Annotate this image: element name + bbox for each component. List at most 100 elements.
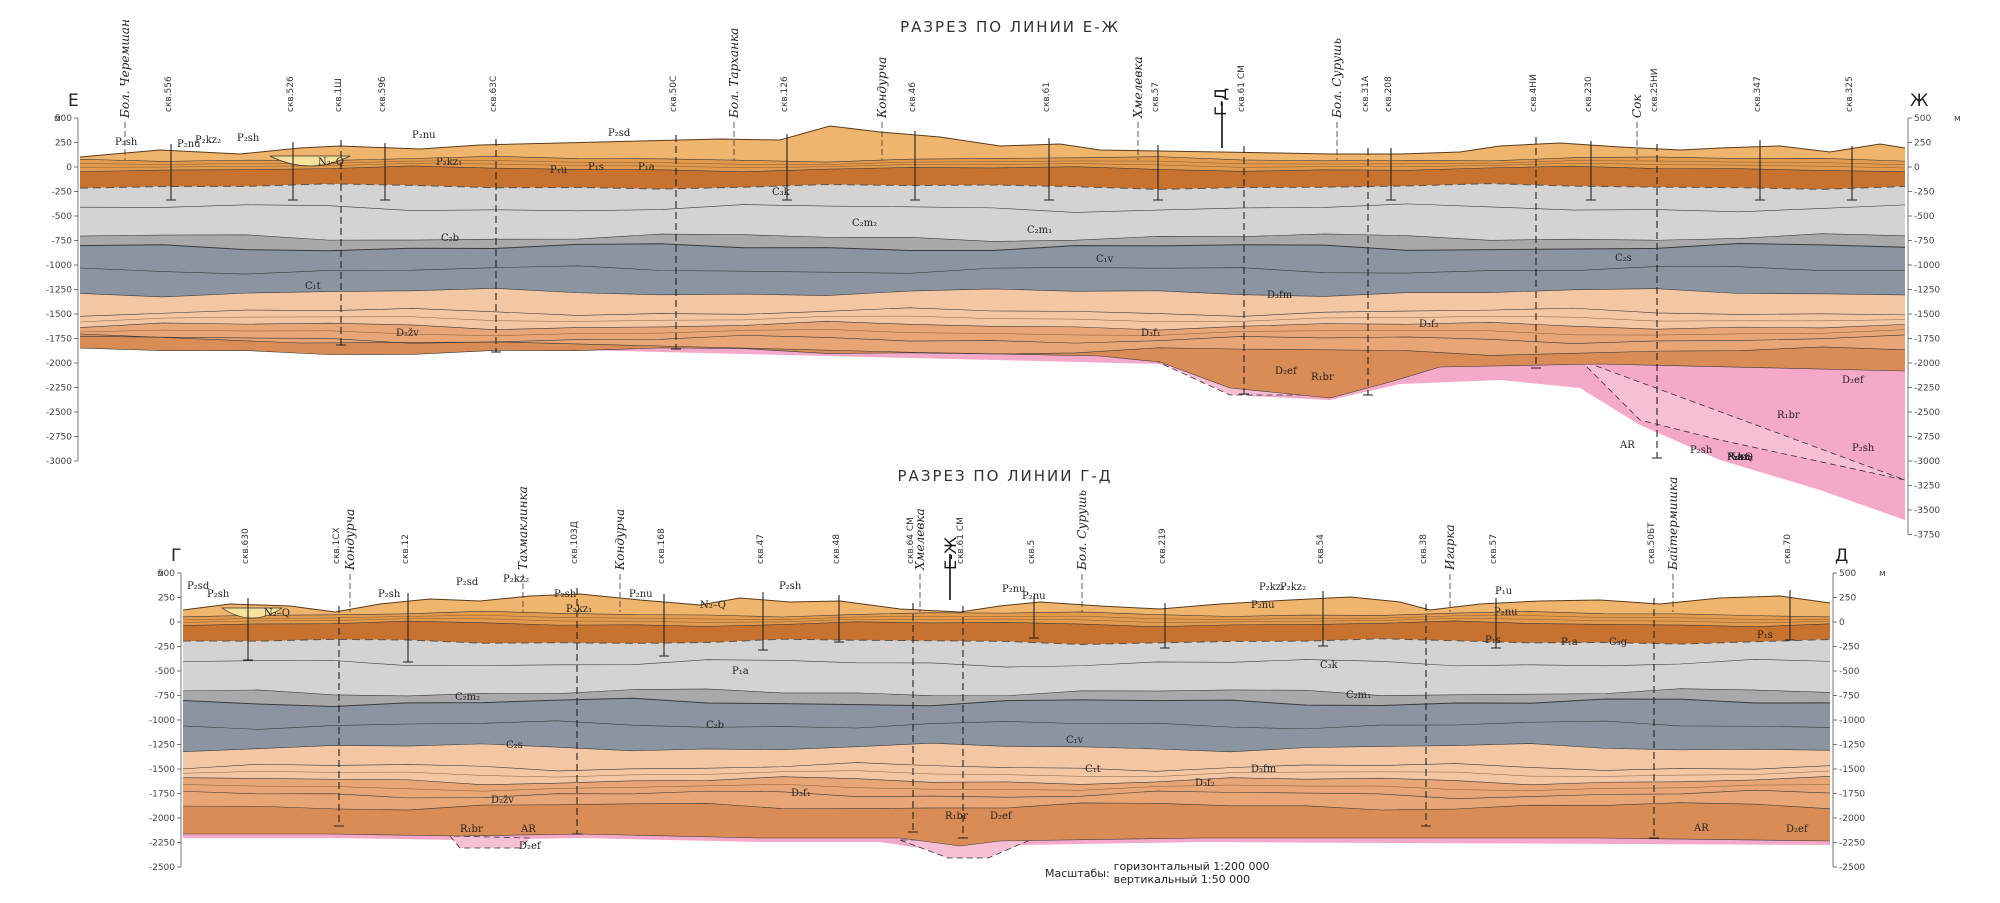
depth-tick-label-left: -2500: [46, 408, 72, 418]
strata-label: P₂nu: [177, 139, 201, 150]
well-label: скв.47: [756, 534, 766, 564]
strat-layer: [183, 790, 1830, 811]
well-label: скв.57: [1489, 534, 1499, 564]
depth-tick-label-right: -1500: [1914, 310, 1940, 320]
strata-label: C₂b: [441, 233, 459, 244]
left-endpoint-label: Е: [68, 91, 79, 111]
strata-label: R₁br: [945, 811, 968, 822]
depth-tick-label-left: -2750: [46, 433, 72, 443]
strata-label: P₂sh: [237, 133, 260, 144]
river-label: Бол. Тарханка: [727, 28, 741, 119]
depth-tick-label-left: -1750: [46, 335, 72, 345]
depth-tick-label-right: 500: [1839, 569, 1856, 579]
strat-layer: [183, 720, 1830, 752]
well-label: скв.63С: [489, 76, 499, 112]
strata-label: N₂–Q: [264, 608, 290, 619]
strata-label: P₂nu: [1494, 607, 1518, 618]
well-label: скв.54: [1316, 534, 1326, 564]
depth-tick-label-right: -1250: [1914, 286, 1940, 296]
strat-layer: [80, 307, 1905, 331]
strat-layer: [183, 802, 1830, 846]
strata-label: C₂s: [1615, 253, 1632, 264]
neogene-lens: [220, 607, 284, 619]
depth-tick-label-right: -250: [1914, 188, 1935, 198]
depth-tick-label-right: -500: [1839, 667, 1860, 677]
depth-tick-label-right: -2250: [1839, 839, 1865, 849]
strat-layer: [80, 165, 1905, 190]
strat-sublayer: [182, 784, 1831, 792]
depth-tick-label-right: -1000: [1914, 261, 1940, 271]
strata-label: P₂nu: [412, 130, 436, 141]
river-label: Кондурча: [875, 57, 889, 119]
strat-boundary: [182, 659, 1831, 668]
strat-sublayer: [79, 160, 1906, 166]
well-label: скв.38: [1419, 534, 1429, 564]
well-label: скв.103Д: [570, 521, 580, 564]
basement-block: [449, 835, 531, 849]
neogene-lens: [269, 155, 351, 167]
strata-label: D₃fm: [1251, 764, 1277, 775]
well-label: скв.526: [286, 76, 296, 112]
river-label: Сок: [1630, 94, 1644, 118]
strat-layer: [183, 620, 1830, 645]
strat-layer: [80, 233, 1905, 251]
strata-label: D₂žv: [396, 328, 419, 339]
depth-tick-label-right: 250: [1839, 594, 1856, 604]
depth-tick-label-right: -250: [1839, 643, 1860, 653]
strat-layer: [183, 688, 1830, 707]
strata-label: R₁br: [1311, 372, 1334, 383]
strat-boundary: [79, 165, 1906, 173]
scale-horizontal: горизонтальный 1:200 000: [1113, 860, 1270, 873]
strata-label: P₂nu: [1022, 591, 1046, 602]
strata-label: D₂ef: [519, 841, 542, 852]
river-label: Бол. Черемшан: [118, 19, 132, 119]
well-label: скв.556: [164, 76, 174, 112]
well-label: скв.219: [1158, 528, 1168, 564]
strata-label: C₂m₂: [852, 218, 877, 229]
strata-label: N₂–Q: [700, 600, 726, 611]
strata-label: C₁t: [1085, 764, 1101, 775]
depth-tick-label-right: 0: [1839, 618, 1845, 628]
well-label: скв.1СХ: [332, 527, 342, 564]
strata-label: P₂sh: [115, 137, 138, 148]
well-label: скв.168: [657, 528, 667, 564]
strata-label: D₂žv: [491, 795, 514, 806]
well-label: скв.70: [1783, 534, 1793, 564]
strata-label: N₂–Q: [1727, 452, 1753, 463]
strata-label: P₂sh: [1852, 443, 1875, 454]
strata-label: C₁v: [1096, 254, 1114, 265]
well-label: скв.31А: [1361, 75, 1371, 112]
depth-tick-label-right: -3500: [1914, 506, 1940, 516]
depth-tick-label-left: 0: [66, 163, 72, 173]
strata-label: P₁a: [638, 162, 655, 173]
strat-boundary: [79, 321, 1906, 331]
depth-tick-label-right: -2000: [1914, 359, 1940, 369]
strata-label: P₂nu: [1727, 452, 1751, 463]
strat-sublayer: [182, 618, 1831, 624]
strat-boundary: [182, 610, 1831, 618]
depth-tick-label-right: -1750: [1839, 790, 1865, 800]
river-label: Бол. Сурушь: [1075, 490, 1089, 571]
river-label: Кондурча: [343, 509, 357, 571]
strat-sublayer: [182, 770, 1831, 778]
strata-label: P₂kz₂: [1727, 452, 1753, 463]
depth-tick-label-right: -500: [1914, 212, 1935, 222]
strata-label: P₂sh: [779, 581, 802, 592]
depth-unit-left: м: [54, 114, 61, 124]
strata-label: P₂nu: [629, 589, 653, 600]
well-label: скв.4НИ: [1529, 74, 1539, 112]
strata-label: P₂sh: [378, 589, 401, 600]
strata-label: P₂kz₁: [1727, 452, 1753, 463]
depth-tick-label-right: -1250: [1839, 741, 1865, 751]
depth-tick-label-right: 500: [1914, 114, 1931, 124]
strata-label: P₁s: [1485, 635, 1501, 646]
strata-label: P₁u: [1727, 452, 1745, 463]
ground-surface: [79, 125, 1906, 158]
depth-tick-label-left: 500: [158, 569, 175, 579]
strata-label: C₁v: [1066, 735, 1084, 746]
strata-label: AR: [1619, 440, 1635, 451]
depth-tick-label-right: 0: [1914, 163, 1920, 173]
well-label: скв.61 СМ: [956, 517, 966, 564]
depth-tick-label-left: -1500: [46, 310, 72, 320]
